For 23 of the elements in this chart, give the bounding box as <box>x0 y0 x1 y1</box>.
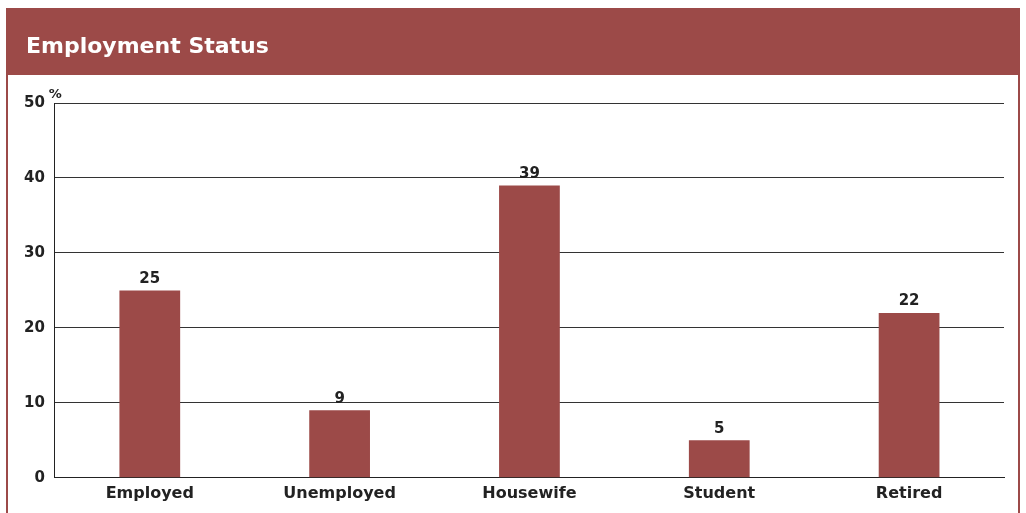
x-tick-label: Unemployed <box>283 482 396 502</box>
data-label: 39 <box>519 163 540 182</box>
x-tick-label: Housewife <box>482 482 577 502</box>
bar <box>499 185 560 478</box>
data-label: 9 <box>334 388 345 407</box>
x-tick-label: Student <box>683 482 756 502</box>
y-tick-label: 20 <box>24 317 45 336</box>
y-tick-label: 10 <box>24 392 45 411</box>
y-tick-label: 40 <box>24 167 45 186</box>
y-tick-label: 50 <box>24 92 45 111</box>
bar <box>688 440 750 478</box>
y-axis-title: % <box>48 85 62 101</box>
bar <box>309 410 370 478</box>
data-label: 22 <box>898 291 920 310</box>
x-tick-label: Retired <box>875 482 943 502</box>
x-tick-label: Employed <box>105 482 194 502</box>
bar <box>119 290 181 478</box>
bar <box>878 312 940 478</box>
y-tick-label: 0 <box>34 467 45 486</box>
data-label: 5 <box>714 418 725 437</box>
chart-title: Employment Status <box>8 8 1018 75</box>
data-label: 25 <box>139 268 161 287</box>
y-tick-label: 30 <box>24 242 45 261</box>
